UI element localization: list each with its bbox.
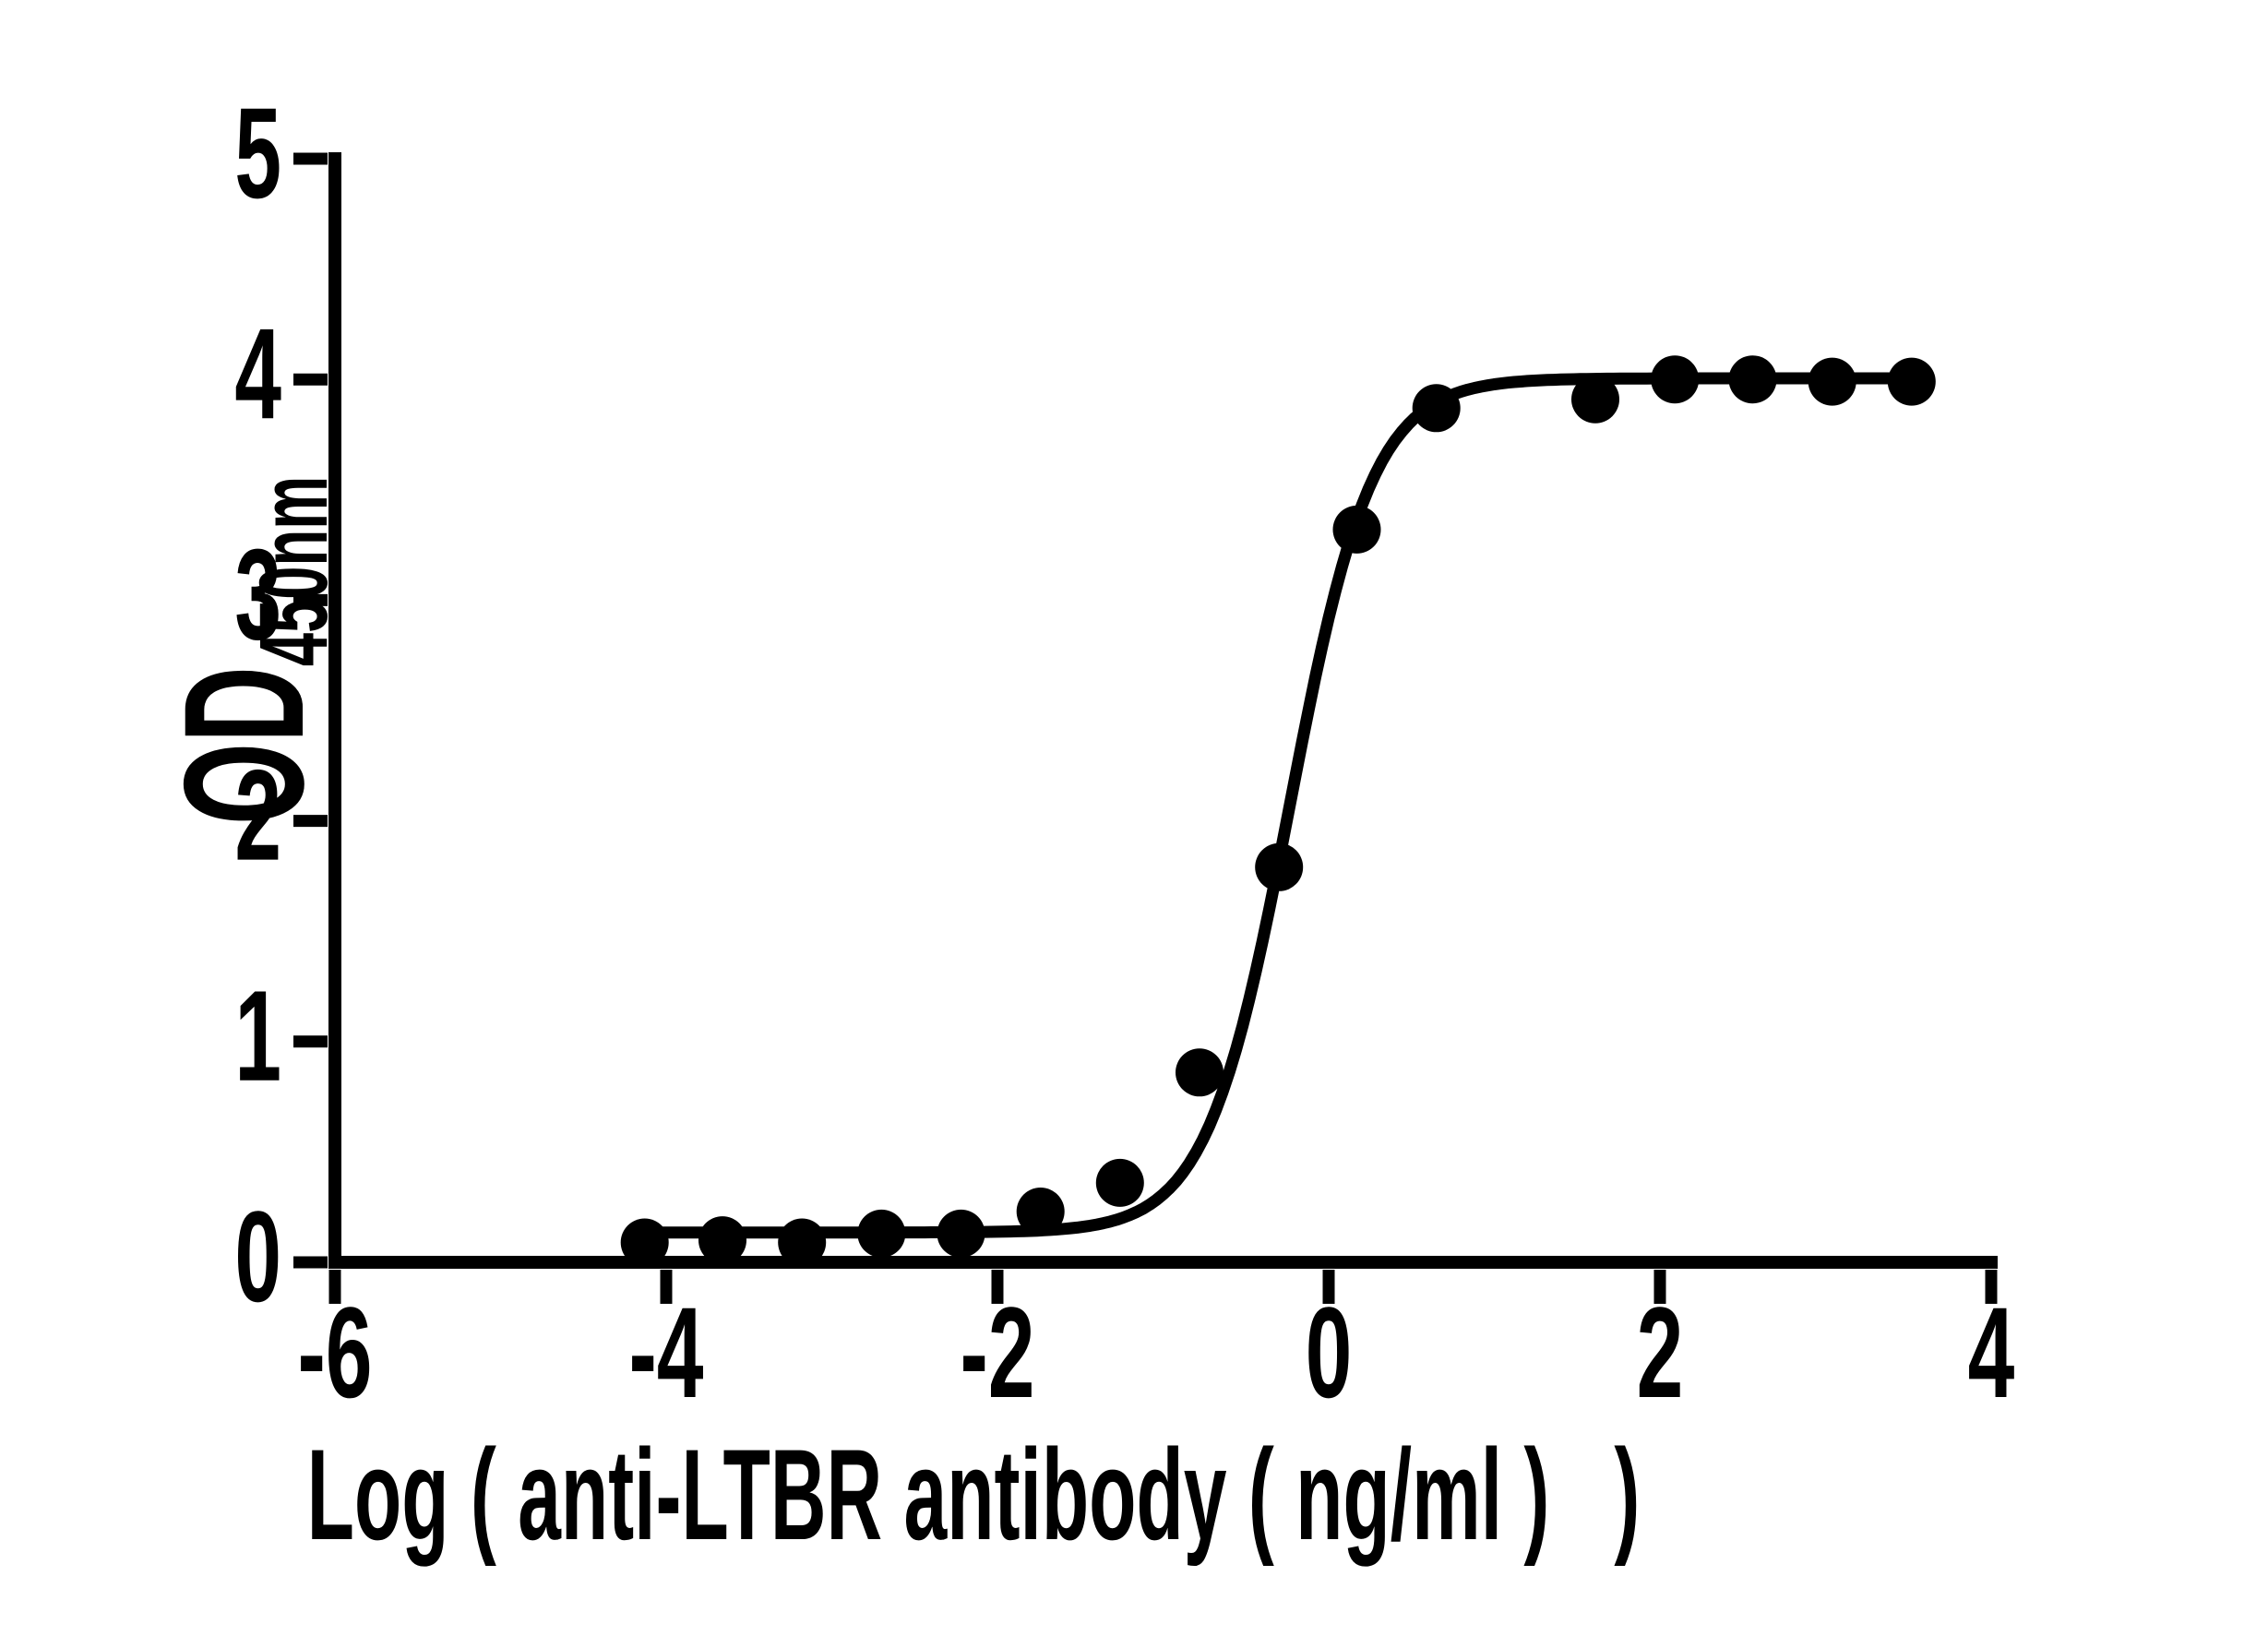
data-point	[1176, 1048, 1224, 1097]
data-point	[937, 1209, 985, 1258]
data-point	[1016, 1188, 1065, 1236]
x-axis-title: Log ( anti-LTBR antibody ( ng/ml ) )	[307, 1423, 1641, 1567]
y-tick-label: 4	[234, 303, 281, 448]
axis-lines	[328, 152, 1998, 1269]
y-tick-label-text: 1	[234, 964, 281, 1109]
x-tick-label: -6	[298, 1281, 373, 1426]
y-tick-label-text: 5	[234, 81, 281, 226]
y-axis-title: OD450nm	[149, 476, 348, 825]
y-axis-title-subscript: 450nm	[239, 476, 348, 666]
x-axis-title-text: Log ( anti-LTBR antibody ( ng/ml ) )	[307, 1423, 1641, 1567]
y-tick-labels: 0 1 2 3 4 5	[234, 81, 281, 1330]
x-tick-marks	[328, 1270, 1998, 1304]
y-tick-label: 1	[234, 964, 281, 1109]
data-points	[620, 355, 1936, 1267]
x-tick-label: 2	[1637, 1281, 1684, 1426]
x-tick-label-text: 4	[1968, 1281, 2015, 1426]
x-tick-label-text: 0	[1306, 1281, 1353, 1426]
data-point	[1412, 384, 1461, 433]
y-tick-label: 0	[234, 1185, 281, 1330]
x-tick-label-text: 2	[1637, 1281, 1684, 1426]
y-tick-label: 3	[234, 523, 281, 668]
x-tick-label: 4	[1968, 1281, 2015, 1426]
data-point	[620, 1218, 669, 1267]
y-tick-label-text: 0	[234, 1185, 281, 1330]
data-point	[1095, 1158, 1144, 1207]
x-tick-label: -2	[961, 1281, 1035, 1426]
y-tick-label-text: 4	[234, 303, 281, 448]
data-point	[1728, 355, 1777, 404]
y-tick-label: 2	[234, 744, 281, 889]
y-tick-label-text: 3	[234, 523, 281, 668]
x-tick-label-text: -6	[298, 1281, 373, 1426]
data-point	[778, 1218, 827, 1267]
fit-curve-line	[633, 372, 1925, 1239]
x-tick-label: -4	[629, 1281, 704, 1426]
data-point	[1255, 842, 1304, 891]
data-point	[1332, 505, 1381, 554]
data-point	[1651, 355, 1700, 404]
x-tick-label: 0	[1306, 1281, 1353, 1426]
data-point	[1887, 357, 1936, 406]
y-tick-marks	[293, 152, 328, 1269]
y-axis-title-text: OD450nm	[149, 476, 348, 825]
x-tick-label-text: -4	[629, 1281, 704, 1426]
y-tick-label: 5	[234, 81, 281, 226]
x-tick-labels: -6 -4 -2 0 2 4	[298, 1281, 2015, 1426]
y-tick-label-text: 2	[234, 744, 281, 889]
y-axis-title-main: OD	[149, 666, 340, 825]
data-point	[857, 1209, 906, 1258]
data-point	[1808, 357, 1856, 406]
data-point	[1571, 375, 1619, 424]
x-tick-label-text: -2	[961, 1281, 1035, 1426]
data-point	[698, 1216, 746, 1265]
